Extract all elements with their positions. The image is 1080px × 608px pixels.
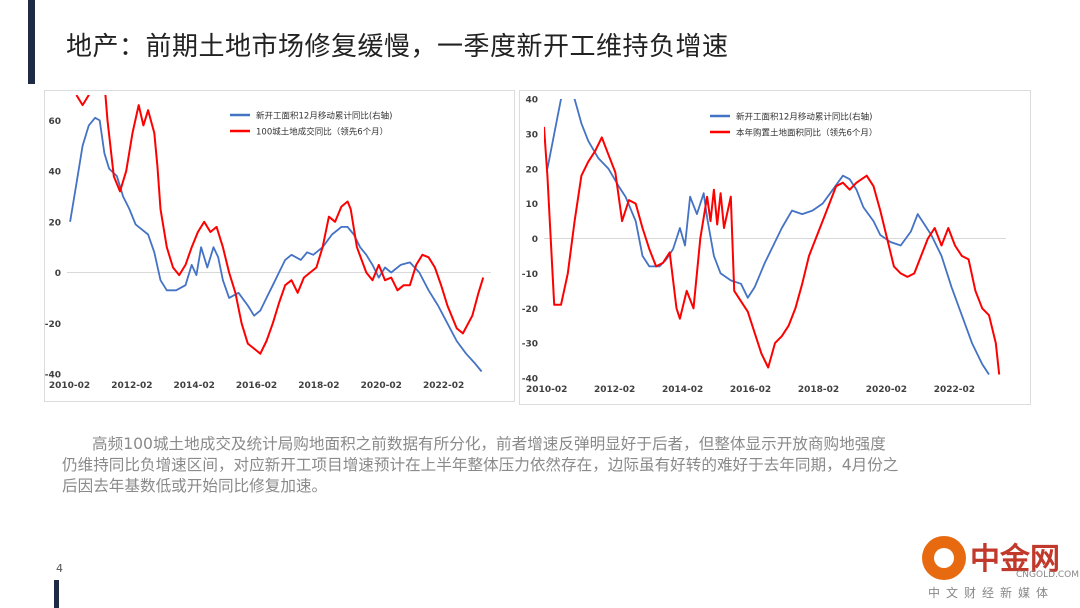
x-tick-label: 2018-02: [798, 385, 839, 395]
paragraph-line-1: 高频100城土地成交及统计局购地面积之前数据有所分化，前者增速反弹明显好于后者，…: [92, 435, 886, 453]
cngold-logo: 中金网 CNGOLD.COM.CN 中文财经新媒体: [922, 534, 1080, 604]
series-line-new-starts: [69, 116, 483, 373]
footer-accent-bar: [54, 580, 59, 608]
chart-panel-land-purchase: -40 -30 -20 -10 0 10 20 30 40 2010-02 2012-02 2014-…: [519, 90, 1031, 405]
legend-label: 100城土地成交同比（领先6个月）: [256, 127, 388, 138]
series-line-land: [75, 95, 485, 355]
y-tick-label: 0: [532, 235, 538, 245]
y-tick-label: 30: [525, 130, 538, 140]
chart-land-purchase-vs-new-starts: -40 -30 -20 -10 0 10 20 30 40 2010-02 2012-02 2014-…: [522, 96, 1006, 395]
paragraph-line-2: 仍维持同比负增速区间，对应新开工项目增速预计在上半年整体压力依然存在，边际虽有好…: [62, 456, 899, 474]
x-tick-label: 2012-02: [594, 385, 635, 395]
analysis-paragraph: 高频100城土地成交及统计局购地面积之前数据有所分化，前者增速反弹明显好于后者，…: [62, 434, 1022, 497]
y-tick-label: 60: [48, 117, 61, 127]
x-tick-label: 2014-02: [662, 385, 703, 395]
logo-domain: CNGOLD.COM.CN: [1016, 570, 1080, 580]
x-tick-label: 2022-02: [423, 381, 464, 391]
chart-panel-land-transactions: -40 -20 0 20 40 60 2010-02 2012-02 2014-02 2016-0…: [44, 90, 515, 402]
y-tick-label: -20: [45, 320, 61, 330]
y-tick-label: -20: [522, 305, 538, 315]
y-tick-label: -40: [45, 371, 61, 381]
x-tick-label: 2016-02: [236, 381, 277, 391]
y-tick-label: 40: [48, 168, 61, 178]
y-tick-label: 20: [525, 165, 538, 175]
x-tick-label: 2018-02: [298, 381, 339, 391]
y-tick-label: -40: [522, 375, 538, 385]
logo-name: 中金网: [970, 542, 1060, 577]
x-tick-label: 2020-02: [361, 381, 402, 391]
page-title: 地产：前期土地市场修复缓慢，一季度新开工维持负增速: [66, 32, 729, 62]
x-tick-label: 2012-02: [111, 381, 152, 391]
legend-label: 本年购置土地面积同比（领先6个月）: [736, 128, 877, 139]
logo-tagline: 中文财经新媒体: [928, 586, 1055, 600]
x-tick-label: 2010-02: [49, 381, 90, 391]
series-line-new-starts: [546, 99, 990, 375]
y-tick-label: -10: [522, 270, 538, 280]
paragraph-line-3: 后因去年基数低或开始同比修复加速。: [62, 477, 328, 495]
y-tick-label: -30: [522, 340, 538, 350]
logo-mark-icon: [922, 536, 966, 580]
title-accent-bar: [28, 0, 35, 84]
y-tick-label: 20: [48, 218, 61, 228]
chart-land-transactions-vs-new-starts: -40 -20 0 20 40 60 2010-02 2012-02 2014-02 2016-0…: [45, 95, 491, 391]
x-tick-label: 2020-02: [866, 385, 907, 395]
y-tick-label: 40: [525, 96, 538, 106]
page-number: 4: [56, 562, 63, 575]
x-tick-label: 2016-02: [730, 385, 771, 395]
y-tick-label: 10: [525, 200, 538, 210]
series-line-land: [544, 126, 1001, 375]
x-tick-label: 2010-02: [526, 385, 567, 395]
x-tick-label: 2014-02: [174, 381, 215, 391]
x-tick-label: 2022-02: [934, 385, 975, 395]
legend-label: 新开工面积12月移动累计同比(右轴): [256, 111, 392, 122]
legend-label: 新开工面积12月移动累计同比(右轴): [736, 112, 872, 123]
y-tick-label: 0: [55, 269, 61, 279]
